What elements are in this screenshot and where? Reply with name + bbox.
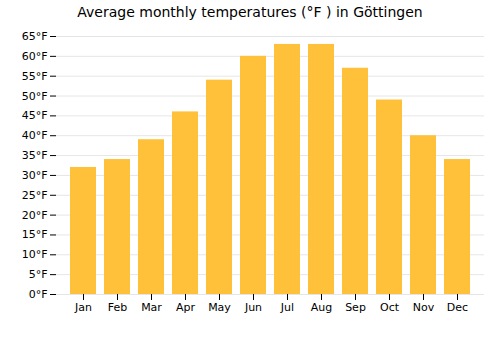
svg-text:15°F: 15°F — [22, 228, 48, 241]
svg-text:Apr: Apr — [176, 301, 196, 314]
svg-text:Jan: Jan — [74, 301, 92, 314]
svg-text:Jul: Jul — [280, 301, 294, 314]
html-text:Average monthly temperatures (: Average monthly temperatures (°F ) in Gö… — [77, 4, 423, 20]
svg-text:5°F: 5°F — [29, 268, 48, 281]
svg-text:30°F: 30°F — [22, 169, 48, 182]
svg-text:Aug: Aug — [311, 301, 332, 314]
svg-text:25°F: 25°F — [22, 189, 48, 202]
svg-text:Sep: Sep — [345, 301, 366, 314]
svg-text:10°F: 10°F — [22, 248, 48, 261]
svg-text:35°F: 35°F — [22, 149, 48, 162]
svg-text:Feb: Feb — [108, 301, 127, 314]
svg-text:Jun: Jun — [244, 301, 262, 314]
svg-text:50°F: 50°F — [22, 90, 48, 103]
svg-text:60°F: 60°F — [22, 50, 48, 63]
svg-text:45°F: 45°F — [22, 109, 48, 122]
svg-text:Dec: Dec — [447, 301, 468, 314]
svg-text:Oct: Oct — [380, 301, 400, 314]
svg-text:20°F: 20°F — [22, 209, 48, 222]
svg-text:40°F: 40°F — [22, 129, 48, 142]
svg-text:May: May — [208, 301, 231, 314]
svg-text:0°F: 0°F — [29, 288, 48, 301]
svg-text:55°F: 55°F — [22, 70, 48, 83]
svg-text:Mar: Mar — [141, 301, 162, 314]
svg-text:Nov: Nov — [413, 301, 435, 314]
svg-text:65°F: 65°F — [22, 30, 48, 43]
